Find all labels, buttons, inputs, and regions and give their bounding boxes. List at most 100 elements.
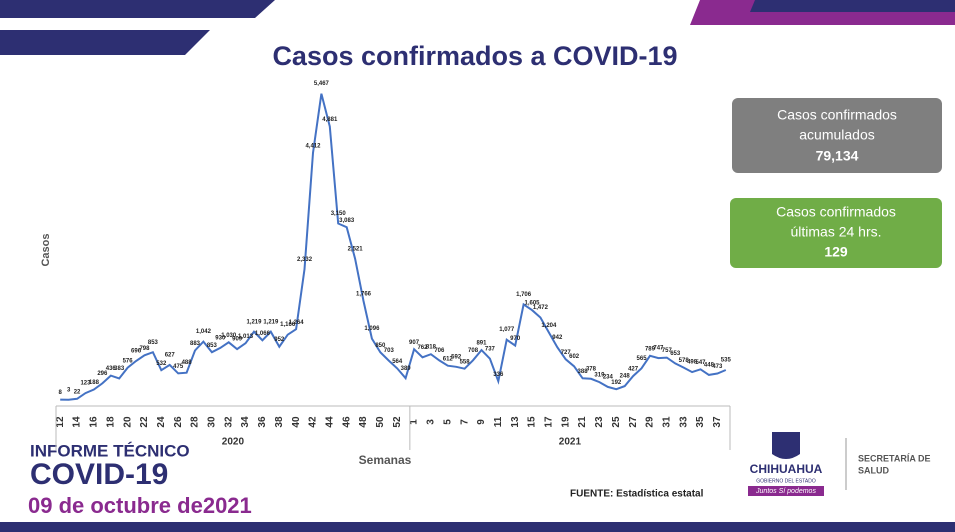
footer-bar bbox=[0, 522, 955, 532]
data-label: 234 bbox=[603, 374, 614, 380]
data-label: 883 bbox=[190, 341, 201, 347]
x-tick-label: 1 bbox=[409, 419, 420, 425]
x-tick-label: 42 bbox=[308, 416, 319, 428]
card bbox=[732, 98, 942, 173]
card-value: 129 bbox=[824, 244, 848, 260]
x-tick-label: 7 bbox=[459, 419, 470, 425]
x-tick-label: 38 bbox=[274, 416, 285, 428]
x-tick-label: 28 bbox=[190, 416, 201, 428]
x-tick-label: 22 bbox=[139, 416, 150, 428]
data-label: 853 bbox=[207, 343, 218, 349]
x-tick-label: 23 bbox=[594, 416, 605, 428]
data-label: 427 bbox=[628, 367, 639, 373]
banner bbox=[750, 0, 955, 12]
card-text: Casos confirmados bbox=[776, 204, 896, 220]
x-tick-label: 44 bbox=[324, 416, 335, 428]
data-label: 248 bbox=[620, 374, 631, 380]
data-label: 564 bbox=[392, 359, 403, 365]
data-label: 296 bbox=[97, 371, 108, 377]
data-label: 762 bbox=[417, 345, 428, 351]
data-label: 1,219 bbox=[246, 319, 262, 325]
data-label: 1,706 bbox=[516, 292, 532, 298]
data-label: 1,472 bbox=[533, 305, 549, 311]
data-label: 850 bbox=[375, 343, 386, 349]
x-tick-label: 27 bbox=[628, 416, 639, 428]
x-tick-label: 48 bbox=[358, 416, 369, 428]
report-topic: COVID-19 bbox=[30, 458, 168, 491]
data-label: 1,166 bbox=[280, 322, 296, 328]
data-label: 798 bbox=[139, 346, 150, 352]
data-label: 8 bbox=[59, 390, 63, 396]
data-label: 473 bbox=[712, 364, 723, 370]
group-label: 2021 bbox=[559, 437, 582, 448]
data-label: 1,077 bbox=[499, 327, 515, 333]
x-tick-label: 50 bbox=[375, 416, 386, 428]
data-label: 1,204 bbox=[541, 323, 557, 329]
data-label: 1,030 bbox=[221, 333, 237, 339]
x-tick-label: 25 bbox=[611, 416, 622, 428]
data-label: 389 bbox=[401, 366, 412, 372]
x-tick-label: 9 bbox=[476, 419, 487, 425]
data-label: 602 bbox=[569, 354, 580, 360]
group-label: 2020 bbox=[222, 437, 245, 448]
banner bbox=[0, 30, 210, 55]
x-tick-label: 46 bbox=[341, 416, 352, 428]
data-label: 891 bbox=[476, 341, 487, 347]
x-tick-label: 21 bbox=[577, 416, 588, 428]
data-label: 930 bbox=[215, 335, 226, 341]
x-tick-label: 5 bbox=[442, 419, 453, 425]
x-tick-label: 20 bbox=[122, 416, 133, 428]
data-label: 612 bbox=[443, 356, 454, 362]
data-label: 3 bbox=[67, 387, 71, 393]
logo-shield bbox=[772, 432, 800, 459]
x-tick-label: 3 bbox=[426, 419, 437, 425]
logo-dept: SECRETARÍA DE bbox=[858, 453, 931, 463]
x-tick-label: 40 bbox=[291, 416, 302, 428]
x-tick-label: 30 bbox=[207, 416, 218, 428]
x-tick-label: 11 bbox=[493, 416, 504, 427]
data-label: 336 bbox=[493, 372, 504, 378]
x-tick-label: 16 bbox=[89, 416, 100, 428]
data-label: 488 bbox=[182, 360, 193, 366]
data-label: 5,467 bbox=[314, 81, 330, 87]
data-label: 498 bbox=[687, 360, 698, 366]
data-label: 192 bbox=[611, 380, 622, 386]
data-label: 1,042 bbox=[196, 329, 212, 335]
x-tick-label: 13 bbox=[510, 416, 521, 428]
data-label: 436 bbox=[106, 366, 117, 372]
data-label: 757 bbox=[662, 348, 673, 354]
data-label: 475 bbox=[173, 364, 184, 370]
data-label: 747 bbox=[653, 346, 664, 352]
data-label: 532 bbox=[156, 361, 167, 367]
data-label: 1,013 bbox=[238, 334, 254, 340]
card-text: Casos confirmados bbox=[777, 107, 897, 123]
data-label: 696 bbox=[131, 349, 142, 355]
data-label: 4,881 bbox=[322, 117, 338, 123]
x-tick-label: 19 bbox=[560, 416, 571, 428]
data-label: 909 bbox=[232, 337, 243, 343]
data-label: 853 bbox=[148, 340, 159, 346]
data-label: 123 bbox=[80, 381, 91, 387]
data-label: 576 bbox=[123, 358, 134, 364]
data-label: 818 bbox=[426, 345, 437, 351]
data-label: 578 bbox=[679, 358, 690, 364]
data-label: 319 bbox=[594, 373, 605, 379]
x-tick-label: 32 bbox=[223, 416, 234, 428]
x-tick-label: 17 bbox=[544, 416, 555, 428]
data-label: 2,332 bbox=[297, 257, 313, 263]
report-date: 09 de octubre de2021 bbox=[28, 493, 252, 518]
x-axis-label: Semanas bbox=[359, 453, 412, 467]
data-label: 1,605 bbox=[525, 301, 541, 307]
data-label: 448 bbox=[704, 362, 715, 368]
x-tick-label: 18 bbox=[105, 416, 116, 428]
line bbox=[60, 93, 727, 401]
x-tick-label: 37 bbox=[712, 416, 723, 428]
data-label: 592 bbox=[451, 354, 462, 360]
data-label: 706 bbox=[434, 348, 445, 354]
data-label: 727 bbox=[561, 350, 572, 356]
x-tick-label: 12 bbox=[55, 416, 66, 428]
x-tick-label: 14 bbox=[72, 416, 83, 428]
data-label: 942 bbox=[552, 335, 563, 341]
x-tick-label: 33 bbox=[678, 416, 689, 428]
